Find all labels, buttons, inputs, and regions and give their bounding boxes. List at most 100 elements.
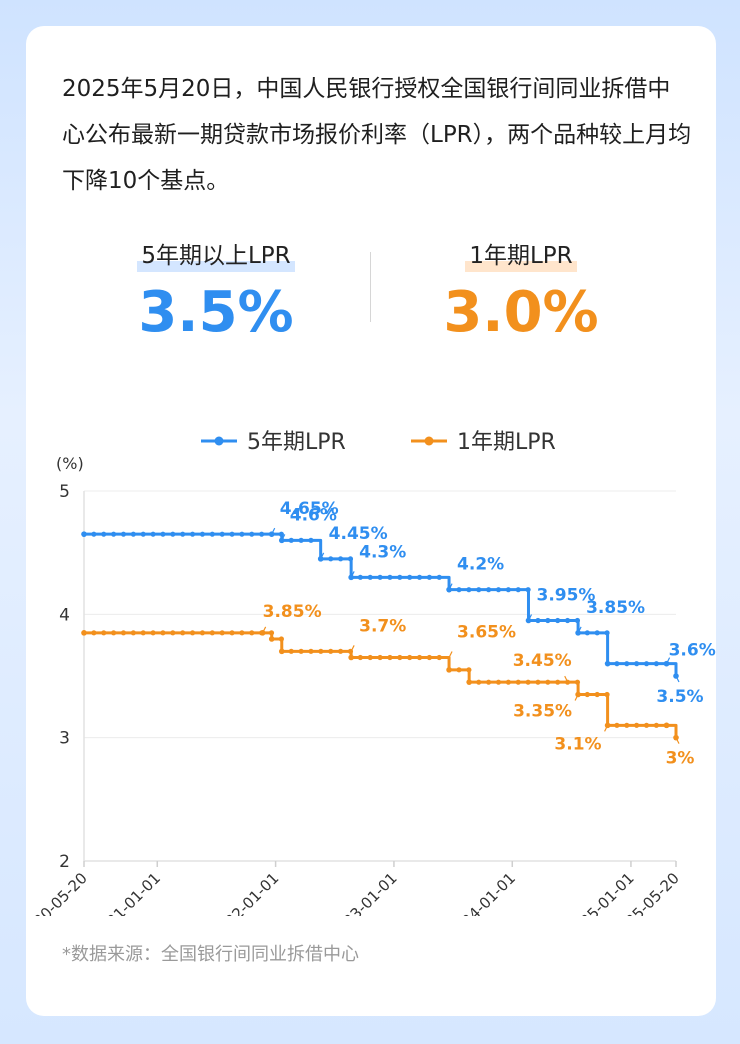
series-point	[140, 531, 146, 537]
series-point	[525, 587, 531, 593]
data-label-leader	[564, 675, 569, 683]
series-point	[515, 679, 521, 685]
data-label-leader	[350, 645, 355, 652]
series-point	[130, 531, 136, 537]
kpi-five-year-label: 5年期以上LPR	[137, 236, 295, 272]
series-point	[407, 574, 413, 580]
series-point	[545, 679, 551, 685]
intro-text: 2025年5月20日，中国人民银行授权全国银行间同业拆借中心公布最新一期贷款市场…	[62, 76, 692, 194]
series-point	[81, 531, 87, 537]
series-point	[594, 691, 600, 698]
y-tick-label: 2	[59, 852, 70, 872]
series-point	[387, 654, 393, 661]
data-label-leader	[675, 737, 680, 744]
series-point	[604, 660, 611, 667]
series-point	[357, 654, 363, 661]
series-point	[614, 661, 620, 667]
series-point	[594, 630, 600, 636]
series-point	[436, 574, 442, 580]
series-point	[229, 531, 235, 537]
series-point	[111, 531, 117, 537]
data-label: 3.85%	[586, 598, 645, 618]
series-point	[614, 722, 620, 728]
series-point	[564, 617, 571, 624]
series-point	[199, 531, 206, 537]
series-point	[466, 679, 472, 685]
series-point	[91, 531, 97, 537]
series-point	[81, 630, 87, 636]
data-source-note: *数据来源：全国银行间同业拆借中心	[62, 944, 359, 965]
series-point	[555, 617, 561, 624]
series-point	[476, 679, 482, 685]
series-point	[160, 630, 166, 636]
series-point	[239, 630, 245, 636]
data-label-leader	[666, 657, 671, 664]
series-point	[505, 587, 511, 593]
series-point	[268, 531, 275, 537]
data-label-leader	[448, 651, 453, 658]
series-point	[130, 630, 136, 636]
series-point	[476, 587, 482, 593]
series-point	[397, 574, 403, 580]
series-point	[199, 630, 206, 636]
data-label: 3%	[666, 749, 695, 769]
series-point	[505, 679, 511, 685]
data-label: 3.7%	[359, 616, 406, 636]
series-point	[298, 648, 304, 654]
data-label: 3.6%	[669, 641, 716, 661]
series-point	[348, 654, 354, 661]
series-point	[209, 531, 215, 537]
series-point	[180, 531, 186, 537]
data-label: 3.35%	[513, 702, 572, 722]
series-point	[140, 630, 146, 636]
series-point	[634, 722, 640, 728]
series-point	[624, 661, 630, 667]
series-point	[456, 587, 462, 593]
data-label-leader	[574, 694, 579, 701]
x-tick-label: 2022-01-01	[208, 869, 282, 916]
data-label-leader	[281, 534, 286, 541]
series-point	[328, 556, 334, 562]
x-tick-label: 2023-01-01	[326, 869, 400, 916]
series-point	[634, 661, 640, 667]
series-point	[515, 587, 521, 593]
series-point	[584, 691, 590, 698]
series-point	[555, 679, 561, 685]
y-tick-label: 5	[59, 482, 70, 502]
series-point	[101, 630, 107, 636]
series-point	[288, 648, 294, 654]
series-point	[426, 574, 433, 580]
series-point	[643, 722, 650, 728]
series-point	[416, 574, 423, 580]
series-point	[495, 587, 502, 593]
kpi-one-year: 1年期LPR 3.0%	[371, 236, 671, 345]
series-point	[387, 574, 393, 580]
series-point	[535, 617, 541, 624]
series-point	[239, 531, 245, 537]
data-label-leader	[527, 614, 533, 621]
series-point	[180, 630, 186, 636]
series-point	[545, 617, 551, 624]
series-point	[268, 630, 275, 636]
x-tick-label: 2024-01-01	[445, 869, 519, 916]
series-point	[308, 537, 314, 543]
series-point	[209, 630, 215, 636]
data-label-leader	[577, 626, 582, 634]
data-label: 4.2%	[457, 555, 504, 575]
series-point	[407, 654, 413, 661]
series-point	[446, 667, 452, 673]
series-point	[495, 679, 502, 685]
kpi-five-year: 5年期以上LPR 3.5%	[66, 236, 366, 345]
series-point	[120, 531, 127, 537]
series-point	[337, 556, 344, 562]
data-label: 3.5%	[656, 687, 703, 707]
series-point	[160, 531, 166, 537]
data-label: 4.45%	[329, 524, 388, 544]
data-label-leader	[604, 725, 609, 732]
series-point	[604, 691, 610, 698]
data-label-leader	[271, 527, 276, 535]
series-point	[111, 630, 117, 636]
series-point	[367, 574, 373, 580]
series-point	[584, 630, 590, 636]
series-point	[367, 654, 373, 661]
